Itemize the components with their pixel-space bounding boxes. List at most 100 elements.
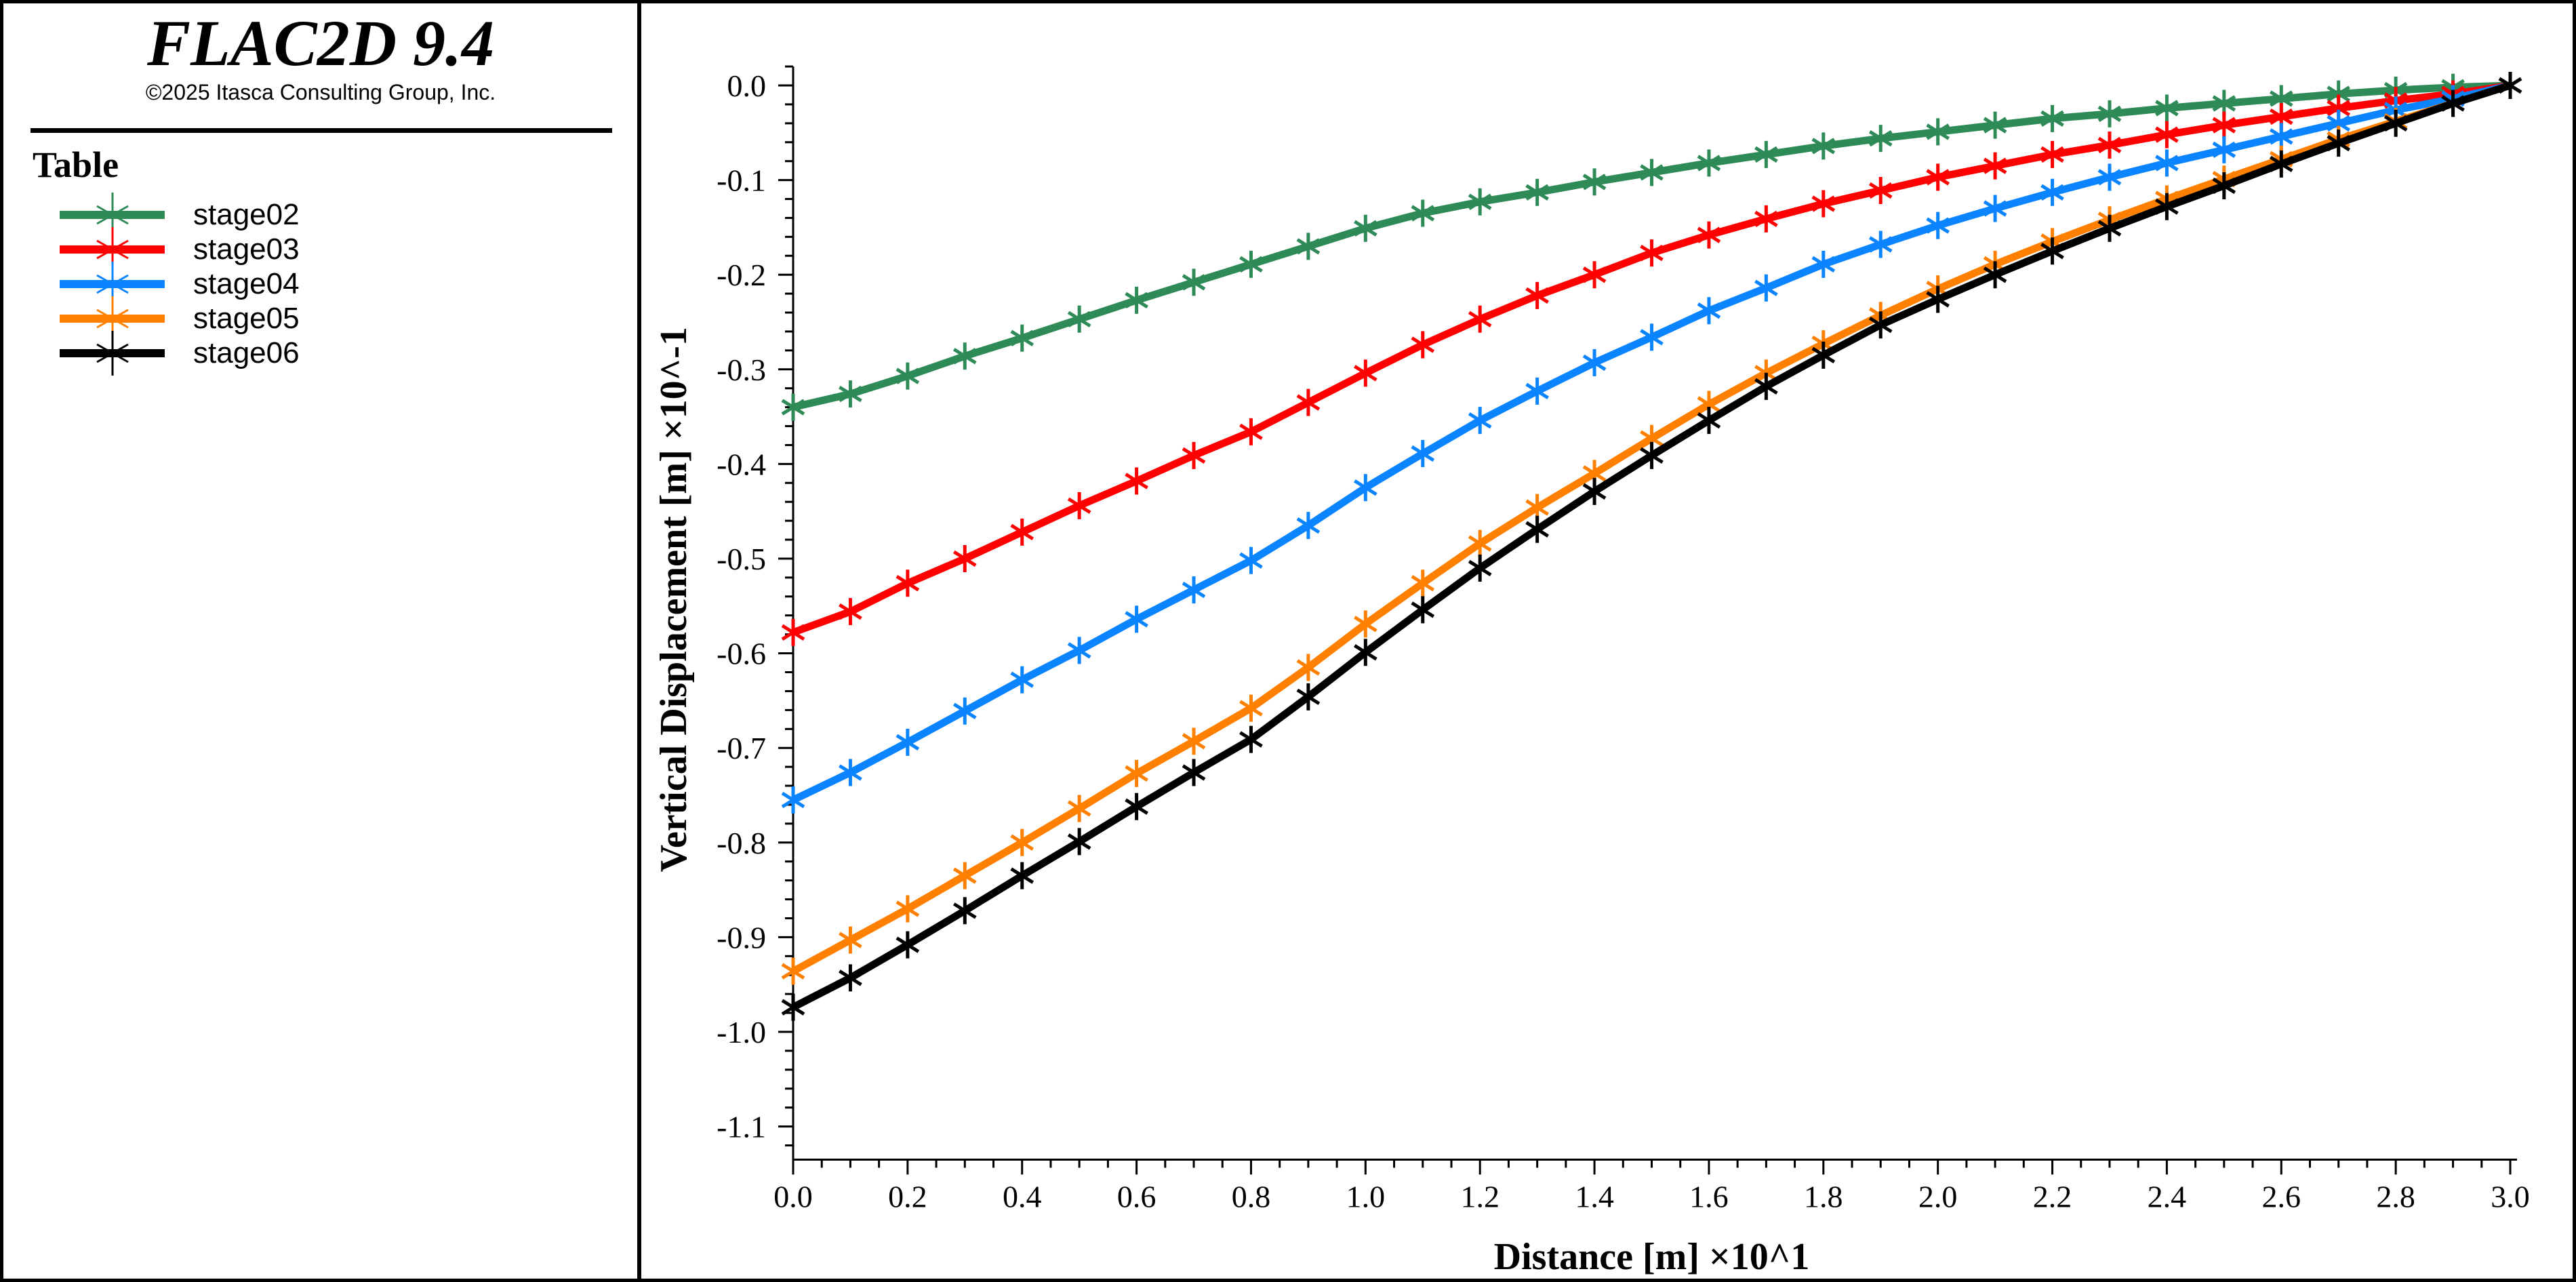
series-stage06 [781,72,2522,1021]
asterisk-marker [1640,239,1664,267]
asterisk-marker [1354,610,1377,638]
asterisk-marker [1296,683,1321,710]
asterisk-marker [2212,111,2236,139]
asterisk-marker [895,895,920,923]
asterisk-marker [1754,140,1778,168]
asterisk-marker [1296,654,1321,681]
asterisk-marker [895,569,920,597]
x-tick-label: 0.2 [888,1179,927,1214]
asterisk-marker [1411,596,1435,624]
y-tick-label: -1.0 [717,1015,766,1049]
asterisk-marker [781,786,805,814]
legend-swatch [60,227,165,272]
x-tick-label: 3.0 [2491,1179,2530,1214]
series-line [791,81,2512,975]
asterisk-marker [1067,637,1091,664]
asterisk-marker [1811,250,1836,278]
legend-swatch [60,331,165,376]
asterisk-marker [1182,727,1206,755]
asterisk-marker [2097,214,2122,242]
asterisk-marker [2498,72,2522,99]
y-tick-label: -1.1 [717,1110,766,1144]
y-tick-label: -0.5 [717,542,766,576]
asterisk-marker [1525,281,1549,309]
y-tick-label: 0.0 [727,68,767,103]
asterisk-marker [1239,546,1263,574]
asterisk-marker [1468,305,1492,333]
asterisk-marker [1582,168,1607,196]
asterisk-marker [2040,237,2064,265]
asterisk-marker [1296,512,1321,540]
asterisk-marker [895,931,920,959]
info-panel: FLAC2D 9.4 ©2025 Itasca Consulting Group… [0,0,641,1282]
asterisk-marker [895,728,920,756]
copyright: ©2025 Itasca Consulting Group, Inc. [145,80,496,104]
asterisk-marker [1697,297,1721,325]
asterisk-marker [952,697,977,725]
y-tick-label: -0.4 [717,447,766,481]
asterisk-marker [1067,492,1091,519]
series-line [791,81,2512,1011]
asterisk-marker [2040,140,2064,168]
y-tick-label: -0.2 [717,258,766,292]
x-tick-label: 1.8 [1804,1179,1843,1214]
asterisk-marker [2269,150,2293,178]
asterisk-marker [1525,515,1549,543]
series-stage03 [781,72,2522,646]
asterisk-marker [2441,89,2465,117]
asterisk-marker [1125,286,1148,314]
asterisk-marker [952,862,977,889]
asterisk-marker [1582,261,1607,289]
series-stage04 [781,72,2522,814]
asterisk-marker [952,545,977,572]
asterisk-marker [1983,195,2007,222]
asterisk-marker [1640,159,1664,186]
asterisk-marker [1182,759,1206,786]
legend-label: stage02 [193,198,300,231]
asterisk-marker [839,964,862,992]
asterisk-marker [2212,136,2236,163]
x-tick-label: 2.4 [2148,1179,2187,1214]
asterisk-marker [2097,131,2122,159]
asterisk-marker [1868,311,1893,339]
asterisk-marker [1125,467,1148,495]
legend-label: stage04 [193,267,300,300]
asterisk-marker [1868,125,1893,153]
asterisk-marker [895,362,920,390]
legend-label: stage06 [193,336,300,369]
asterisk-marker [1010,324,1034,352]
asterisk-marker [1411,440,1435,468]
x-tick-label: 1.2 [1460,1179,1500,1214]
asterisk-marker [781,618,805,646]
series-stage02 [781,72,2522,421]
divider [31,128,612,133]
legend-item: stage06 [60,331,300,376]
legend-heading: Table [33,144,119,185]
asterisk-marker [2212,172,2236,199]
asterisk-marker [1182,576,1206,604]
asterisk-marker [1640,441,1664,469]
asterisk-marker [1754,274,1778,302]
asterisk-marker [1182,268,1206,296]
legend-item: stage02 [60,193,300,237]
asterisk-marker [1182,441,1206,469]
asterisk-marker [1354,474,1377,502]
asterisk-marker [1411,331,1435,359]
asterisk-marker [1868,176,1893,204]
x-tick-label: 1.0 [1346,1179,1386,1214]
asterisk-marker [1354,214,1377,242]
series-stage05 [781,72,2522,985]
y-tick-label: -0.3 [717,353,766,387]
asterisk-marker [1296,233,1321,260]
x-axis-title: Distance [m] ×10^1 [1494,1236,1810,1278]
asterisk-marker [2040,104,2064,132]
x-tick-label: 0.8 [1232,1179,1271,1214]
asterisk-marker [2155,94,2179,122]
asterisk-marker [2383,109,2408,137]
asterisk-marker [2155,149,2179,177]
asterisk-marker [1239,418,1263,445]
asterisk-marker [1640,323,1664,351]
asterisk-marker [2155,121,2179,148]
asterisk-marker [1811,190,1836,218]
